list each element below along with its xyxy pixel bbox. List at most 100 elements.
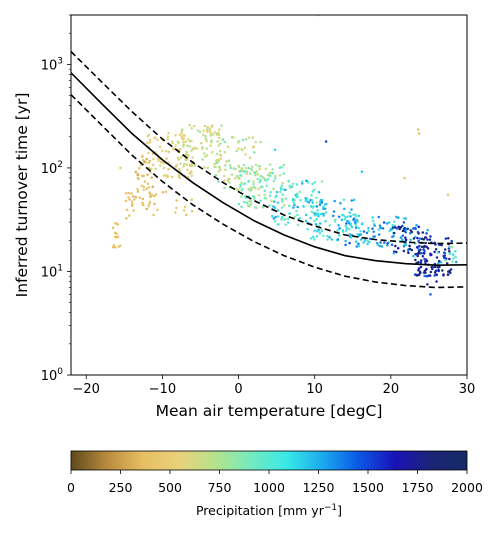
scatter-point	[204, 137, 208, 141]
scatter-point	[141, 159, 145, 162]
scatter-point	[304, 199, 308, 202]
scatter-point	[237, 202, 241, 206]
colorbar-tick-label: 250	[109, 480, 133, 495]
x-tick-label: 20	[383, 382, 400, 397]
scatter-point	[282, 172, 286, 175]
scatter-point	[190, 198, 193, 201]
scatter-point	[182, 140, 185, 144]
scatter-point	[259, 178, 262, 181]
scatter-point	[205, 147, 209, 150]
scatter-point	[193, 164, 197, 167]
scatter-point	[398, 227, 401, 231]
scatter-point	[404, 217, 407, 220]
scatter-point	[429, 252, 432, 256]
scatter-point	[298, 190, 302, 194]
scatter-point	[272, 187, 275, 191]
fit-curves	[71, 51, 467, 289]
scatter-point	[217, 133, 221, 137]
scatter-point	[187, 138, 190, 141]
scatter-point	[154, 167, 157, 170]
scatter-point	[360, 238, 363, 241]
scatter-point	[279, 190, 282, 194]
scatter-point	[193, 124, 196, 128]
scatter-point	[183, 205, 187, 209]
scatter-point	[417, 128, 420, 131]
scatter-point	[178, 173, 181, 177]
scatter-point	[401, 229, 405, 233]
scatter-point	[441, 269, 444, 272]
scatter-point	[417, 239, 420, 243]
scatter-point	[157, 159, 160, 162]
scatter-point	[315, 196, 318, 200]
scatter-point	[243, 170, 247, 173]
scatter-point	[402, 217, 406, 220]
scatter-point	[114, 246, 117, 249]
scatter-point	[248, 205, 251, 208]
scatter-point	[237, 147, 240, 150]
scatter-point	[226, 145, 230, 149]
scatter-point	[240, 167, 244, 170]
scatter-point	[255, 206, 258, 210]
scatter-point	[414, 258, 417, 262]
scatter-point	[442, 273, 445, 276]
scatter-point	[273, 206, 277, 210]
scatter-point	[258, 180, 261, 184]
scatter-point	[298, 217, 301, 220]
scatter-point	[311, 190, 315, 193]
scatter-point	[316, 209, 319, 212]
scatter-point	[239, 185, 242, 189]
scatter-point	[391, 235, 394, 238]
scatter-point	[442, 254, 445, 258]
scatter-point	[426, 283, 429, 286]
scatter-point	[417, 248, 420, 251]
scatter-point	[309, 216, 312, 220]
scatter-point	[454, 255, 457, 259]
scatter-point	[216, 159, 220, 163]
scatter-point	[251, 136, 255, 139]
scatter-point	[272, 179, 276, 183]
scatter-point	[326, 234, 329, 238]
x-axis-label: Mean air temperature [degC]	[156, 402, 383, 420]
scatter-point	[141, 154, 144, 158]
scatter-point	[360, 222, 364, 226]
scatter-point	[357, 244, 361, 248]
scatter-point	[159, 160, 163, 164]
scatter-point	[256, 177, 259, 181]
scatter-point	[250, 187, 254, 190]
scatter-point	[269, 163, 272, 166]
scatter-point	[274, 215, 277, 219]
scatter-point	[244, 137, 248, 141]
scatter-point	[292, 201, 296, 204]
scatter-point	[241, 187, 244, 191]
scatter-point	[268, 204, 271, 207]
scatter-point	[284, 197, 288, 200]
scatter-point	[380, 245, 384, 248]
scatter-point	[182, 145, 185, 148]
scatter-point	[429, 270, 433, 274]
scatter-point	[148, 138, 152, 142]
scatter-points	[111, 15, 458, 296]
scatter-point	[431, 267, 434, 271]
scatter-point	[153, 202, 156, 206]
scatter-point	[395, 227, 399, 230]
scatter-point	[433, 271, 437, 274]
scatter-point	[320, 198, 324, 202]
scatter-point	[281, 200, 284, 203]
colorbar-tick-label: 1750	[402, 480, 434, 495]
scatter-point	[323, 203, 327, 206]
scatter-point	[341, 229, 345, 232]
scatter-point	[206, 130, 209, 133]
scatter-point	[444, 257, 447, 260]
scatter-point	[450, 239, 453, 243]
scatter-point	[215, 152, 219, 156]
scatter-point	[435, 273, 439, 276]
scatter-point	[439, 260, 443, 264]
scatter-point	[344, 225, 348, 228]
scatter-point	[443, 248, 447, 251]
scatter-point	[418, 237, 422, 240]
scatter-point	[141, 201, 144, 205]
scatter-point	[218, 153, 222, 156]
scatter-point	[280, 206, 284, 209]
scatter-point	[282, 204, 286, 207]
y-tick-label: 103	[41, 56, 63, 73]
